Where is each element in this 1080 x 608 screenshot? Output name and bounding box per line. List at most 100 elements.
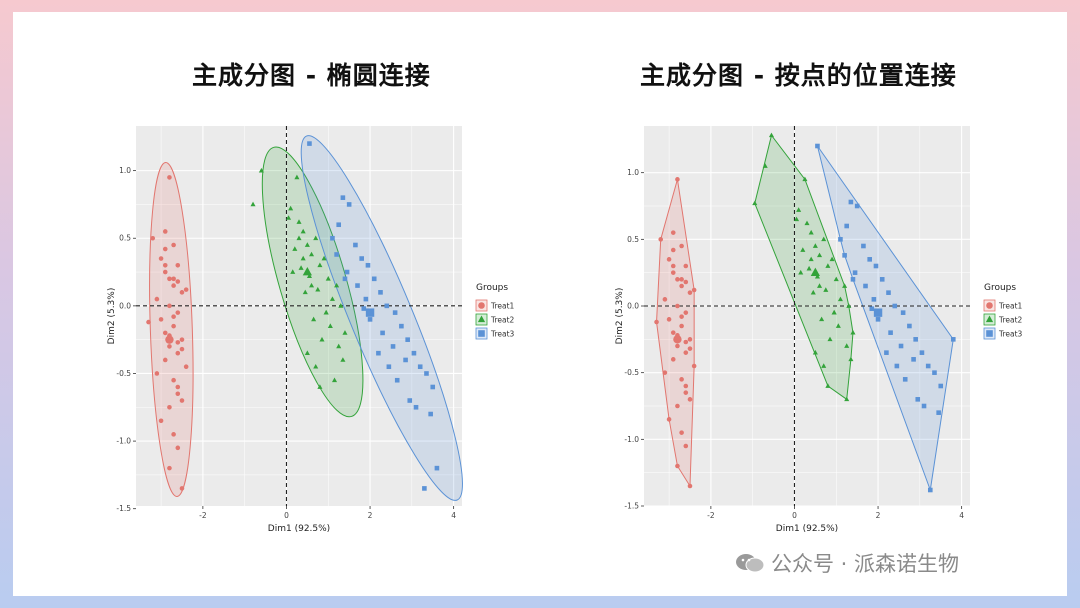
data-point-treat2 xyxy=(817,283,823,288)
data-point-treat2 xyxy=(800,247,806,252)
data-point-treat2 xyxy=(812,349,818,355)
data-point-treat1 xyxy=(162,330,168,336)
data-point-treat1 xyxy=(683,339,689,345)
data-point-treat1 xyxy=(179,290,185,295)
data-point-treat3 xyxy=(894,363,900,369)
data-point-treat1 xyxy=(162,262,168,268)
data-point-treat1 xyxy=(167,175,172,180)
data-point-treat1 xyxy=(167,276,172,282)
data-point-treat2 xyxy=(315,286,321,292)
data-point-treat2 xyxy=(338,303,344,308)
data-point-treat2 xyxy=(827,336,833,342)
data-point-treat1 xyxy=(670,330,676,335)
data-point-treat1 xyxy=(150,235,156,241)
data-point-treat3 xyxy=(902,377,908,382)
data-point-treat1 xyxy=(679,283,684,289)
data-point-treat2 xyxy=(296,235,302,241)
data-point-treat1 xyxy=(167,404,172,410)
data-point-treat3 xyxy=(925,363,931,369)
data-point-treat2 xyxy=(825,263,831,268)
data-point-treat3 xyxy=(336,222,342,228)
x-tick-label: 4 xyxy=(959,511,964,520)
data-point-treat1 xyxy=(679,377,684,382)
data-point-treat3 xyxy=(875,317,881,322)
data-point-treat2 xyxy=(850,329,856,335)
data-point-treat3 xyxy=(413,404,419,410)
data-point-treat3 xyxy=(892,303,898,309)
data-point-treat2 xyxy=(340,357,346,362)
data-point-treat3 xyxy=(911,357,916,362)
data-point-treat2 xyxy=(327,323,333,328)
data-point-treat1 xyxy=(171,314,176,319)
x-tick-label: -2 xyxy=(707,511,715,520)
data-point-treat2 xyxy=(768,132,775,138)
data-point-treat3 xyxy=(394,377,400,383)
data-point-treat3 xyxy=(927,487,933,493)
data-point-treat1 xyxy=(179,346,185,352)
data-point-treat2 xyxy=(334,282,340,288)
data-point-treat3 xyxy=(879,277,885,282)
data-point-treat3 xyxy=(386,364,392,370)
data-point-treat1 xyxy=(662,370,668,375)
data-point-treat1 xyxy=(179,398,185,403)
data-point-treat3 xyxy=(844,223,850,229)
data-point-treat3 xyxy=(852,270,858,275)
data-point-treat3 xyxy=(307,141,312,146)
legend-marker-treat1 xyxy=(478,302,485,309)
data-point-treat2 xyxy=(323,309,329,315)
data-point-treat1 xyxy=(679,323,684,329)
pca-chart-ellipse: -2 0 2 4 -1.5 -1.0 -0.5 0.0 0.5 1.0 Dim1 (92.5%) Di… xyxy=(107,126,515,534)
data-point-treat2 xyxy=(304,350,310,356)
data-point-treat1 xyxy=(675,177,680,182)
x-tick-label: 4 xyxy=(451,511,456,520)
data-point-treat1 xyxy=(171,377,176,383)
data-point-treat2 xyxy=(302,289,308,295)
data-point-treat1 xyxy=(171,323,176,329)
data-point-treat3 xyxy=(428,411,433,417)
data-point-treat1 xyxy=(670,247,676,253)
data-point-treat1 xyxy=(175,391,181,397)
data-point-treat2 xyxy=(296,219,302,224)
legend-marker-treat3 xyxy=(986,330,993,337)
legend-title: Groups xyxy=(476,283,508,293)
data-point-treat2 xyxy=(808,229,814,235)
data-point-treat1 xyxy=(675,277,680,282)
data-point-treat1 xyxy=(675,303,680,309)
data-point-treat2 xyxy=(331,377,338,383)
data-point-treat1 xyxy=(179,337,185,342)
data-point-treat3 xyxy=(842,253,847,258)
data-point-treat1 xyxy=(183,287,189,292)
data-point-treat3 xyxy=(417,364,423,370)
data-point-treat3 xyxy=(403,357,408,363)
data-point-treat3 xyxy=(850,277,856,282)
data-point-treat2 xyxy=(802,176,808,182)
data-point-treat1 xyxy=(658,237,664,242)
data-point-treat1 xyxy=(175,310,181,315)
data-point-treat1 xyxy=(683,390,689,395)
data-point-treat3 xyxy=(884,350,889,355)
chart-title-left: 主成分图 - 椭圆连接 xyxy=(192,61,431,90)
data-point-treat1 xyxy=(670,230,676,235)
legend-label-treat1: Treat1 xyxy=(490,302,515,311)
data-point-treat3 xyxy=(367,317,373,322)
data-point-treat1 xyxy=(683,383,689,389)
data-point-treat1 xyxy=(666,257,672,262)
data-point-treat1 xyxy=(171,283,176,288)
data-point-treat1 xyxy=(670,357,676,362)
data-point-treat1 xyxy=(666,417,672,422)
data-point-treat2 xyxy=(311,316,317,322)
chart-title-right: 主成分图 - 按点的位置连接 xyxy=(640,61,957,90)
data-point-treat1 xyxy=(179,486,185,491)
y-tick-label: -1.5 xyxy=(624,502,639,511)
data-point-treat2 xyxy=(808,256,814,262)
legend-label-treat2: Treat2 xyxy=(490,316,515,325)
data-point-treat3 xyxy=(919,350,925,355)
data-point-treat3 xyxy=(900,310,906,315)
data-point-treat2 xyxy=(313,363,319,369)
data-point-treat3 xyxy=(815,143,820,149)
centroid-treat1 xyxy=(165,335,174,344)
data-point-treat1 xyxy=(158,256,164,261)
data-point-treat3 xyxy=(344,269,350,275)
data-point-treat3 xyxy=(950,337,956,342)
data-point-treat3 xyxy=(399,323,404,329)
